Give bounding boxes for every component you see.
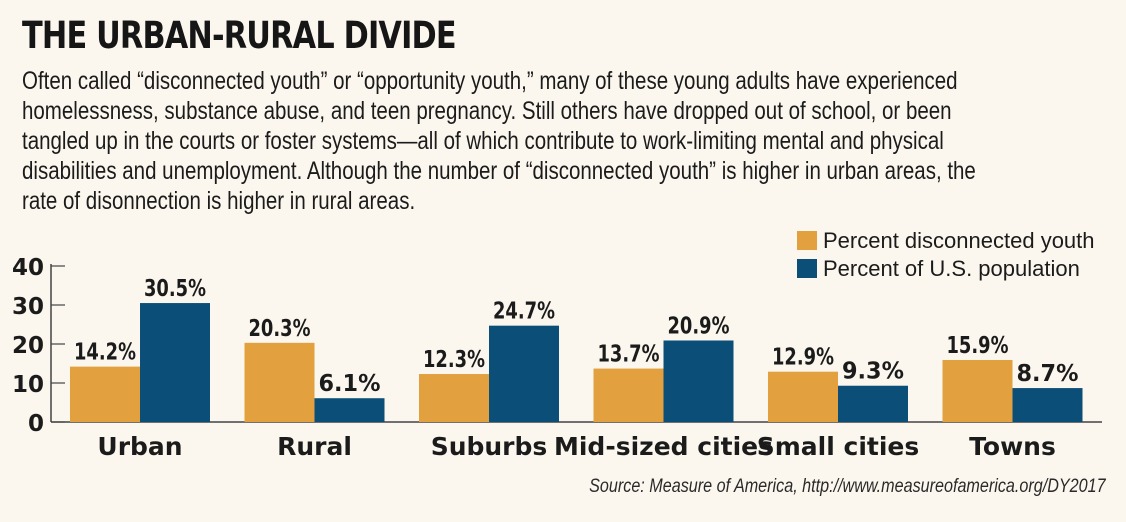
data-label: 9.3% <box>842 359 904 385</box>
category-label: Urban <box>97 432 182 461</box>
category-label: Mid-sized cities <box>554 432 773 461</box>
data-label: 20.9% <box>668 313 730 339</box>
category-label: Towns <box>969 432 1056 461</box>
data-label: 20.3% <box>249 316 311 342</box>
data-label: 30.5% <box>144 276 206 302</box>
legend-label: Percent disconnected youth <box>823 228 1095 253</box>
data-label: 12.9% <box>772 345 834 371</box>
bar <box>942 359 1013 422</box>
source-note: Source: Measure of America, http://www.m… <box>589 476 1106 497</box>
legend-label: Percent of U.S. population <box>823 256 1080 281</box>
bar <box>244 342 315 422</box>
category-label: Rural <box>277 432 352 461</box>
bar <box>70 366 140 422</box>
y-tick-label: 0 <box>28 411 44 437</box>
legend-swatch <box>797 231 817 250</box>
y-tick-label: 40 <box>12 255 44 281</box>
bar <box>489 325 559 422</box>
category-label: Small cities <box>757 432 920 461</box>
category-label: Suburbs <box>431 432 548 461</box>
y-tick-label: 30 <box>12 294 44 320</box>
bar <box>768 371 838 422</box>
page-title: THE URBAN-RURAL DIVIDE <box>22 14 457 57</box>
data-label: 15.9% <box>947 333 1009 359</box>
bar <box>140 303 210 422</box>
y-tick-label: 10 <box>12 372 44 398</box>
bar <box>314 398 385 422</box>
data-label: 12.3% <box>423 347 485 373</box>
data-label: 24.7% <box>493 299 555 325</box>
legend-swatch <box>797 259 817 278</box>
data-label: 8.7% <box>1017 361 1079 387</box>
data-label: 13.7% <box>598 342 660 368</box>
y-tick-label: 20 <box>12 333 44 359</box>
data-label: 6.1% <box>319 371 381 397</box>
data-label: 14.2% <box>74 340 136 366</box>
bar <box>838 385 908 422</box>
bar <box>1012 388 1083 422</box>
bar <box>593 368 664 422</box>
bar <box>419 374 489 422</box>
intro-paragraph: Often called “disconnected youth” or “op… <box>22 67 976 215</box>
bar <box>663 340 734 422</box>
